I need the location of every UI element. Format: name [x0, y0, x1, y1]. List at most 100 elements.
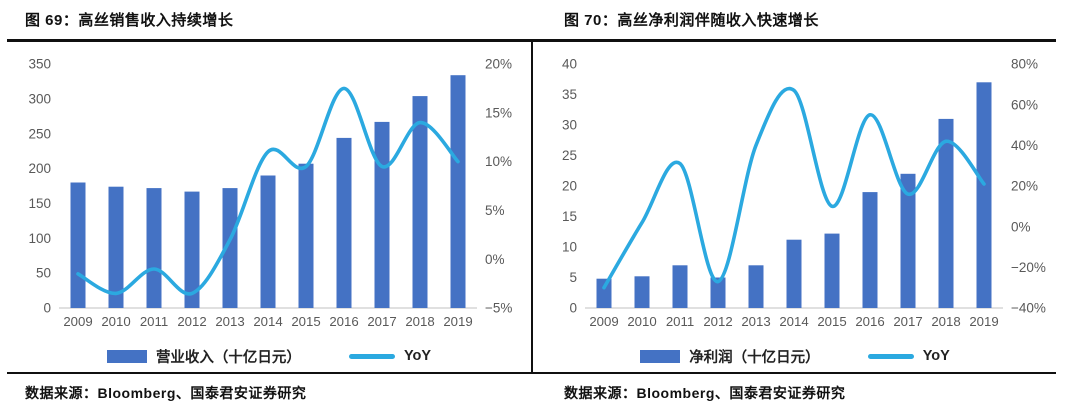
left-axis-tick-label: 10	[562, 240, 577, 255]
left-source-note: 数据来源：Bloomberg、国泰君安证券研究	[25, 385, 307, 401]
bar	[374, 121, 390, 309]
x-axis-year-label: 2015	[817, 314, 846, 329]
x-axis-year-label: 2014	[253, 314, 282, 329]
x-axis-year-label: 2013	[741, 314, 770, 329]
left-axis-tick-label: 25	[562, 148, 577, 163]
bar-series-label: 净利润（十亿日元）	[689, 349, 820, 366]
bar	[634, 276, 650, 308]
bar	[108, 186, 124, 308]
x-axis-year-label: 2011	[140, 314, 168, 329]
right-axis-tick-label: 60%	[1011, 97, 1038, 112]
left-axis-tick-label: 150	[28, 196, 51, 211]
left-axis-tick-label: 40	[562, 57, 577, 72]
yoy-line	[602, 86, 986, 290]
left-chart-legend: 营业收入（十亿日元） YoY	[7, 342, 531, 370]
bar	[596, 278, 612, 308]
left-chart-box: 0 50 100 150 200 250 300 350 −5% 0% 5% 10% 15% 20% 200…	[7, 42, 533, 372]
left-axis-tick-label: 30	[562, 118, 577, 133]
right-line-legend: YoY	[867, 348, 950, 364]
right-axis-tick-label: 20%	[485, 57, 512, 72]
bar-series	[70, 75, 466, 309]
left-axis-tick-label: 35	[562, 87, 577, 102]
left-axis-tick-label: 200	[28, 161, 51, 176]
right-chart-box: 0 5 10 15 20 25 30 35 40 −40% −20% 0% 20% 40% 60% 80% 20…	[533, 42, 1057, 372]
left-axis-tick-label: 5	[569, 270, 577, 285]
left-title-cell: 图 69：高丝销售收入持续增长	[0, 9, 538, 30]
left-axis-tick-label: 20	[562, 179, 577, 194]
bar	[672, 265, 688, 308]
bar	[748, 265, 764, 308]
left-chart-canvas: 0 50 100 150 200 250 300 350 −5% 0% 5% 10% 15% 20% 200…	[28, 57, 512, 329]
bar	[710, 277, 726, 308]
x-axis-year-label: 2016	[855, 314, 884, 329]
x-axis-year-label: 2009	[63, 314, 92, 329]
bar	[450, 75, 466, 308]
source-notes: 数据来源：Bloomberg、国泰君安证券研究 数据来源：Bloomberg、国…	[0, 383, 1080, 403]
right-axis-tick-label: 15%	[485, 105, 512, 120]
x-axis-year-label: 2013	[215, 314, 244, 329]
left-axis-tick-label: 300	[28, 92, 51, 107]
left-axis-tick-label: 250	[28, 126, 51, 141]
left-axis-tick-label: 50	[36, 266, 51, 281]
right-axis-tick-label: 0%	[1011, 219, 1031, 234]
x-axis-year-label: 2019	[969, 314, 998, 329]
x-axis-year-label: 2017	[367, 314, 396, 329]
x-axis-year-label: 2019	[443, 314, 472, 329]
bar	[824, 233, 840, 308]
right-axis-tick-label: −5%	[485, 301, 512, 316]
right-axis-tick-label: 20%	[1011, 179, 1038, 194]
left-axis-tick-label: 0	[43, 301, 51, 316]
bar	[786, 239, 802, 308]
right-axis-tick-label: 10%	[485, 154, 512, 169]
x-axis-year-label: 2015	[291, 314, 320, 329]
left-axis-tick-label: 0	[569, 301, 577, 316]
report-figure-strip: 图 69：高丝销售收入持续增长 图 70：高丝净利润伴随收入快速增长 0 50 10…	[0, 9, 1080, 403]
line-series-swatch-icon	[867, 353, 914, 359]
left-source-cell: 数据来源：Bloomberg、国泰君安证券研究	[0, 383, 538, 403]
x-axis-year-label: 2014	[779, 314, 808, 329]
bar	[976, 82, 992, 308]
right-bar-legend: 净利润（十亿日元）	[640, 346, 820, 367]
bar	[336, 137, 352, 308]
left-figure-title: 图 69：高丝销售收入持续增长	[25, 12, 234, 29]
x-axis-year-label: 2011	[666, 314, 694, 329]
right-chart-canvas: 0 5 10 15 20 25 30 35 40 −40% −20% 0% 20% 40% 60% 80% 20…	[562, 57, 1046, 329]
right-chart-legend: 净利润（十亿日元） YoY	[533, 342, 1057, 370]
right-title-cell: 图 70：高丝净利润伴随收入快速增长	[538, 9, 1080, 30]
x-axis-year-label: 2010	[627, 314, 656, 329]
bar-series-swatch-icon	[106, 349, 147, 363]
bar	[900, 173, 916, 308]
right-figure-title: 图 70：高丝净利润伴随收入快速增长	[564, 12, 819, 29]
right-source-note: 数据来源：Bloomberg、国泰君安证券研究	[564, 385, 846, 401]
yoy-line	[76, 86, 460, 296]
right-source-cell: 数据来源：Bloomberg、国泰君安证券研究	[538, 383, 1080, 403]
x-axis-year-label: 2010	[101, 314, 130, 329]
right-axis-tick-label: 5%	[485, 203, 505, 218]
x-axis-year-label: 2018	[931, 314, 960, 329]
bar-series-swatch-icon	[640, 349, 681, 363]
bar	[412, 96, 428, 308]
right-axis-tick-label: 80%	[1011, 57, 1038, 72]
line-series-swatch-icon	[348, 353, 395, 359]
left-axis-tick-label: 15	[562, 209, 577, 224]
right-axis-tick-label: 40%	[1011, 138, 1038, 153]
left-bar-legend: 营业收入（十亿日元）	[106, 346, 301, 367]
bar	[260, 175, 276, 308]
left-axis-tick-label: 350	[28, 57, 51, 72]
bar	[222, 188, 238, 308]
charts-container: 0 50 100 150 200 250 300 350 −5% 0% 5% 10% 15% 20% 200…	[7, 39, 1056, 374]
x-axis-year-label: 2009	[589, 314, 618, 329]
bar	[862, 192, 878, 308]
bar	[146, 188, 162, 308]
bar	[938, 118, 954, 309]
right-axis-tick-label: −40%	[1011, 301, 1046, 316]
x-axis-year-label: 2012	[703, 314, 732, 329]
bar	[70, 182, 86, 308]
bar-series-label: 营业收入（十亿日元）	[155, 349, 301, 366]
left-axis-tick-label: 100	[28, 231, 51, 246]
right-axis-tick-label: −20%	[1011, 260, 1046, 275]
left-line-legend: YoY	[348, 348, 432, 364]
x-axis-year-label: 2016	[329, 314, 358, 329]
bar	[298, 163, 314, 308]
line-series-label: YoY	[403, 348, 432, 364]
